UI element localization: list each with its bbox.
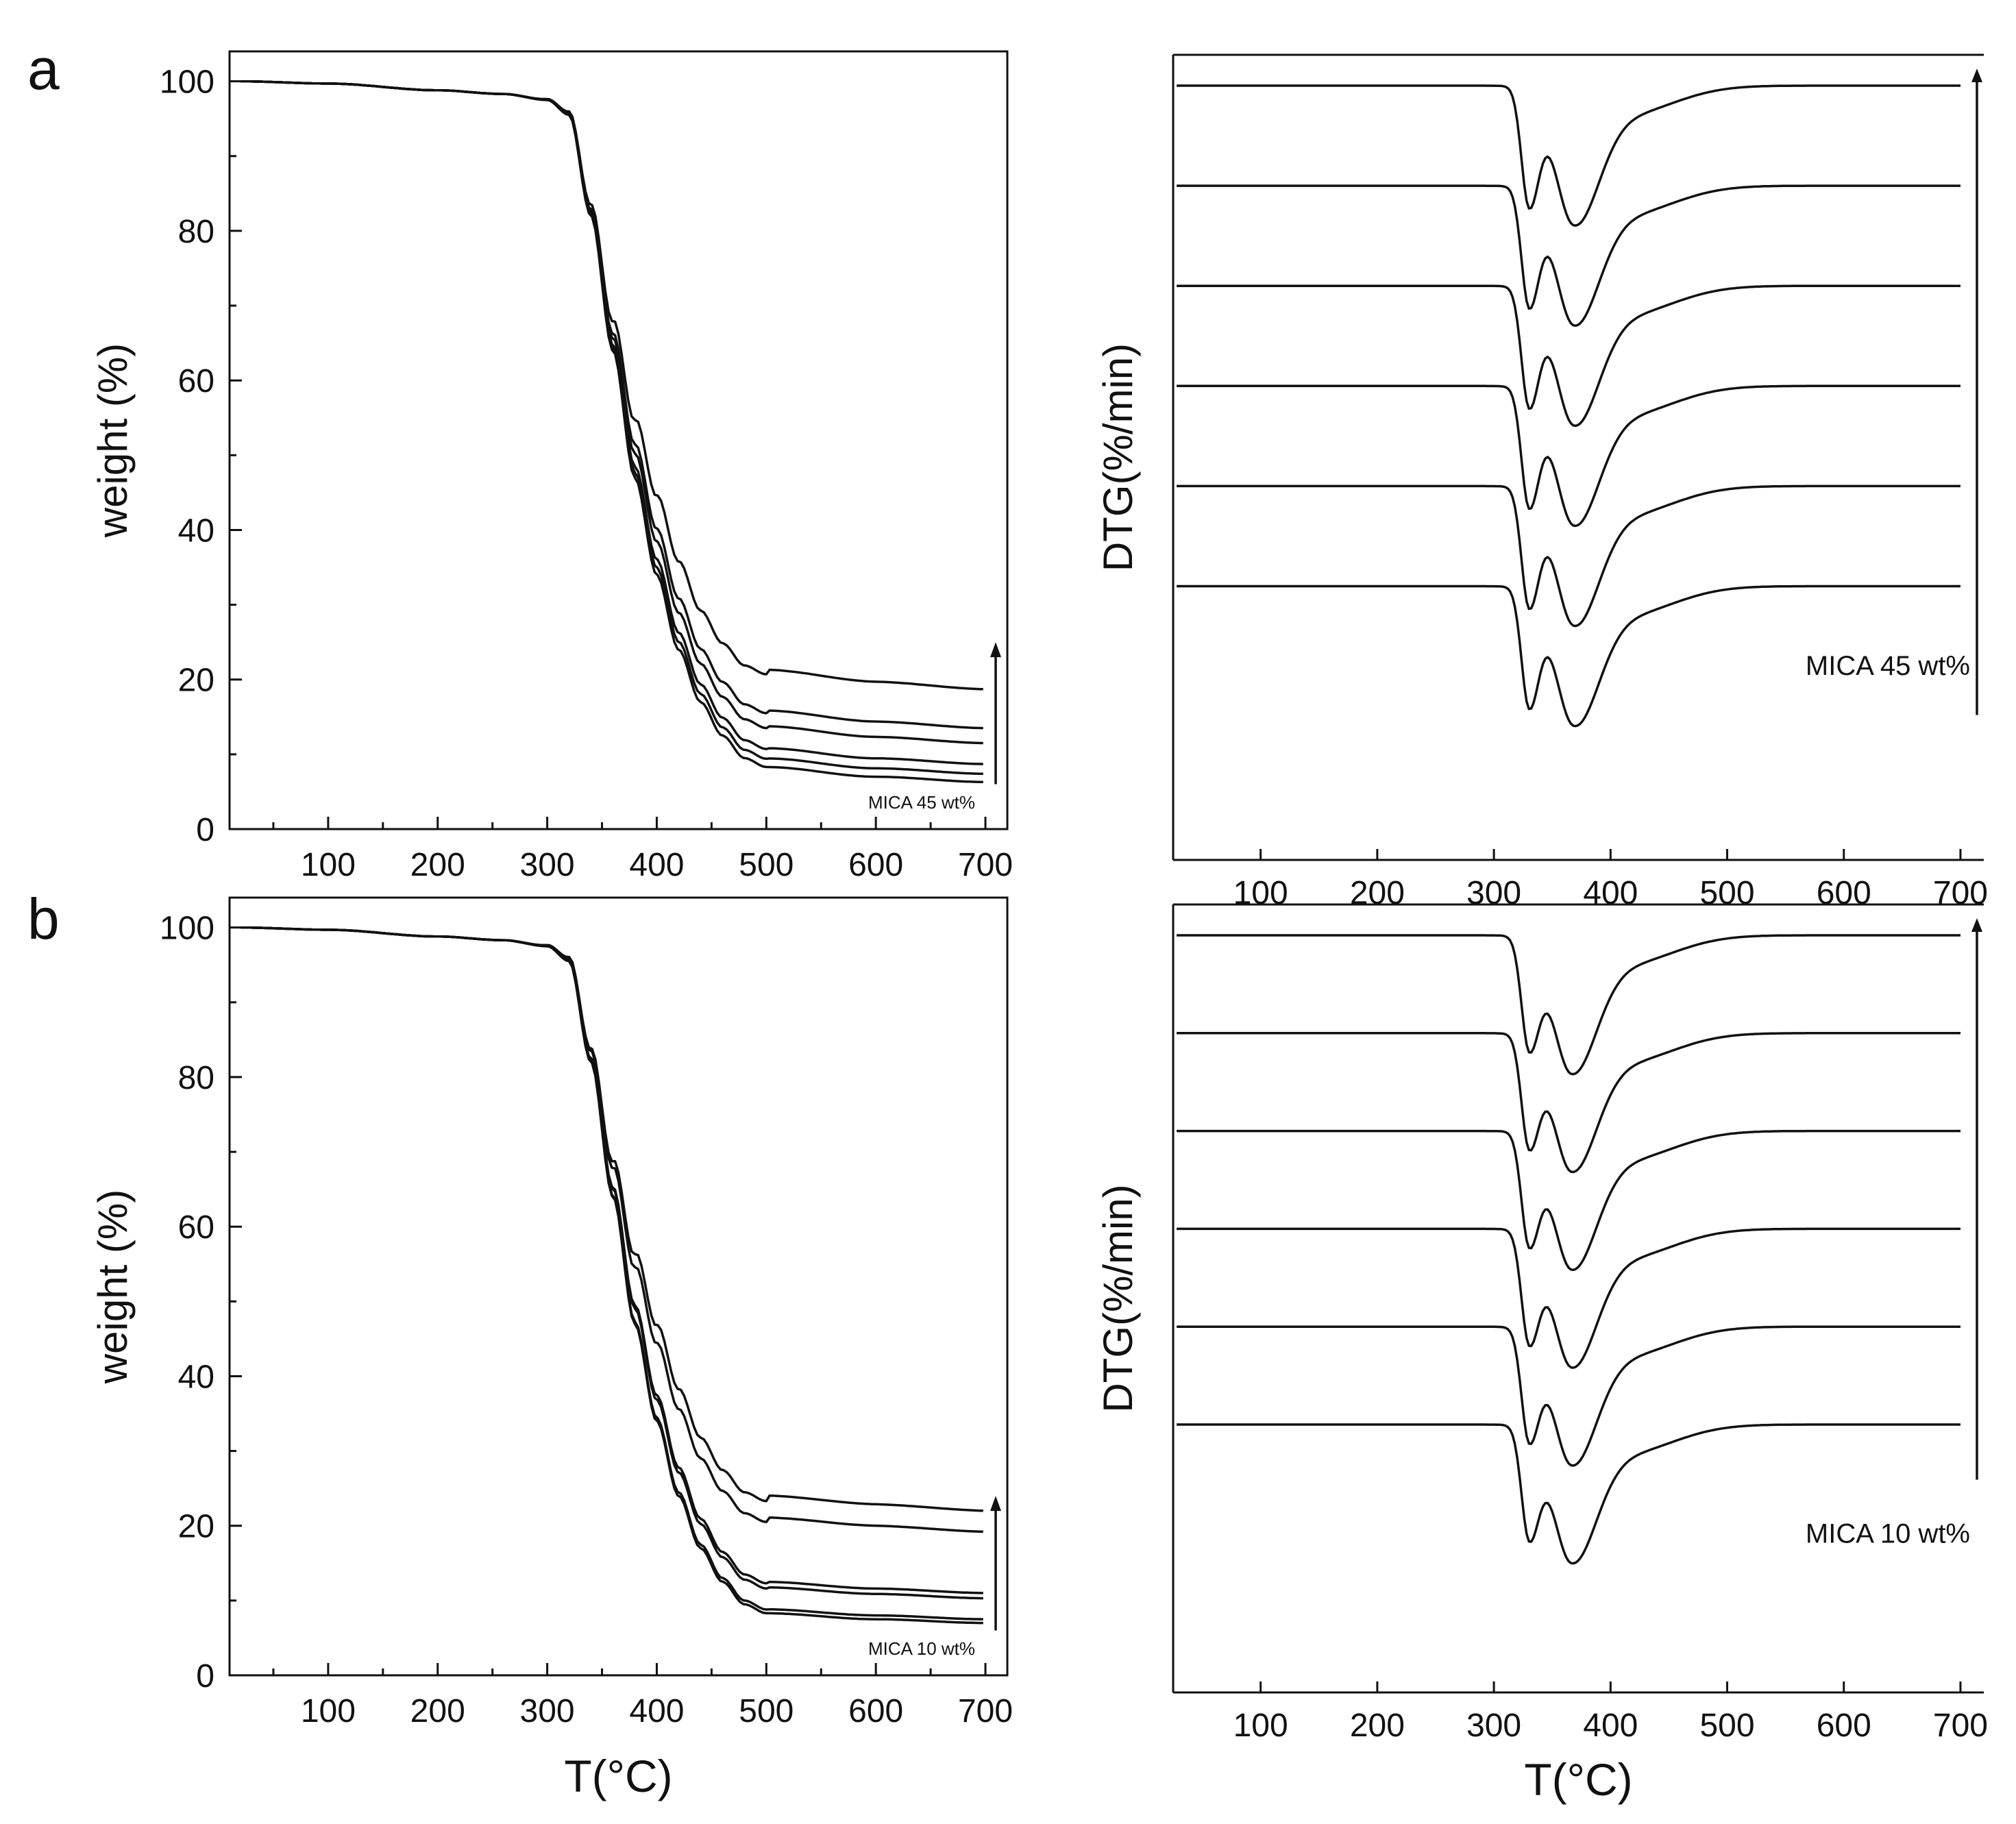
tga-series-2 xyxy=(241,926,983,1620)
y-axis-label: DTG(%/min) xyxy=(1095,1184,1141,1412)
x-tick-label: 100 xyxy=(1233,1708,1288,1744)
x-tick-label: 300 xyxy=(520,1693,575,1729)
x-tick-label: 300 xyxy=(1466,1708,1521,1744)
x-tick-label: 600 xyxy=(1817,1708,1871,1744)
y-tick-label: 40 xyxy=(178,513,214,549)
annotation-label: MICA 45 wt% xyxy=(1806,651,1970,681)
x-tick-label: 300 xyxy=(520,847,575,883)
tga-chart-a: 100 200 300 400 500 600 700 0 20 40 60 80 100 weight … xyxy=(90,50,1013,883)
y-tick-label: 80 xyxy=(178,1060,214,1096)
x-tick-label: 100 xyxy=(301,847,356,883)
dtg-series-1 xyxy=(1177,1423,1960,1565)
x-tick-label: 200 xyxy=(410,847,465,883)
y-tick-label: 60 xyxy=(178,1209,214,1246)
tga-series-3 xyxy=(241,926,983,1600)
y-tick-label: 0 xyxy=(196,812,214,848)
tga-chart-b: 100 200 300 400 500 600 700 0 20 40 60 80 100 weight … xyxy=(90,896,1013,1801)
annotation-label: MICA 45 wt% xyxy=(868,792,975,813)
dtg-series-6 xyxy=(1177,934,1960,1076)
dtg-series-5 xyxy=(1177,184,1960,328)
y-axis-label: DTG(%/min) xyxy=(1095,343,1141,571)
x-tick-label: 600 xyxy=(848,1693,903,1729)
y-tick-label: 80 xyxy=(178,214,214,250)
tga-series-1 xyxy=(241,926,983,1625)
x-tick-label: 700 xyxy=(958,847,1013,883)
x-tick-label: 400 xyxy=(1583,1708,1638,1744)
x-tick-label: 600 xyxy=(1817,875,1871,911)
x-tick-label: 500 xyxy=(739,1693,794,1729)
dtg-series-2 xyxy=(1177,1325,1960,1467)
x-tick-label: 400 xyxy=(629,1693,684,1729)
x-tick-label: 200 xyxy=(410,1693,465,1729)
y-tick-label: 0 xyxy=(196,1658,214,1694)
tga-series-4 xyxy=(241,79,983,745)
y-tick-label: 100 xyxy=(160,64,214,101)
x-tick-label: 500 xyxy=(739,847,794,883)
tga-series-2 xyxy=(241,79,983,775)
x-tick-label: 700 xyxy=(1933,1708,1988,1744)
dtg-series-3 xyxy=(1177,384,1960,528)
dtg-chart-a: 100 200 300 400 500 600 700 DTG(%/min) MICA 45 w… xyxy=(1095,53,1988,911)
y-axis-label: weight (%) xyxy=(90,1190,136,1384)
x-tick-label: 400 xyxy=(629,847,684,883)
annotation-label: MICA 10 wt% xyxy=(868,1638,975,1659)
dtg-chart-b: 100 200 300 400 500 600 700 DTG(%/min) T(°C) MICA… xyxy=(1095,903,1988,1805)
plot-frame xyxy=(228,896,1009,1677)
tga-series-6 xyxy=(241,79,983,691)
tga-series-4 xyxy=(241,926,983,1594)
x-tick-label: 100 xyxy=(301,1693,356,1729)
y-tick-label: 100 xyxy=(160,911,214,947)
x-tick-label: 100 xyxy=(1233,875,1288,911)
dtg-series-2 xyxy=(1177,484,1960,628)
tga-series-1 xyxy=(241,79,983,783)
panel-label-b: b xyxy=(27,887,60,951)
x-tick-label: 200 xyxy=(1350,875,1405,911)
dtg-series-5 xyxy=(1177,1032,1960,1174)
dtg-series-6 xyxy=(1177,84,1960,227)
y-tick-label: 60 xyxy=(178,363,214,399)
x-tick-label: 500 xyxy=(1699,1708,1754,1744)
y-tick-label: 20 xyxy=(178,1509,214,1545)
x-tick-label: 200 xyxy=(1350,1708,1405,1744)
y-tick-label: 40 xyxy=(178,1359,214,1395)
dtg-series-4 xyxy=(1177,1129,1960,1272)
x-tick-label: 400 xyxy=(1583,875,1638,911)
direction-arrow-head xyxy=(1971,918,1982,932)
y-axis-label: weight (%) xyxy=(90,343,136,538)
x-tick-label: 300 xyxy=(1466,875,1521,911)
x-tick-label: 700 xyxy=(958,1693,1013,1729)
y-tick-label: 20 xyxy=(178,663,214,699)
direction-arrow-head xyxy=(990,1496,1002,1512)
x-tick-label: 700 xyxy=(1933,875,1988,911)
direction-arrow-head xyxy=(1971,69,1982,82)
direction-arrow-head xyxy=(990,642,1002,658)
tga-series-5 xyxy=(241,926,983,1533)
dtg-series-3 xyxy=(1177,1227,1960,1369)
dtg-series-4 xyxy=(1177,284,1960,428)
x-axis-label: T(°C) xyxy=(1524,1754,1632,1805)
plot-frame xyxy=(228,50,1009,830)
tga-series-3 xyxy=(241,79,983,765)
tga-series-6 xyxy=(241,926,983,1512)
panel-label-a: a xyxy=(27,37,60,101)
x-tick-label: 600 xyxy=(848,847,903,883)
tga-series-5 xyxy=(241,79,983,730)
x-axis-label: T(°C) xyxy=(564,1751,672,1801)
x-tick-label: 500 xyxy=(1699,875,1754,911)
dtg-series-1 xyxy=(1177,584,1960,728)
annotation-label: MICA 10 wt% xyxy=(1806,1519,1970,1549)
